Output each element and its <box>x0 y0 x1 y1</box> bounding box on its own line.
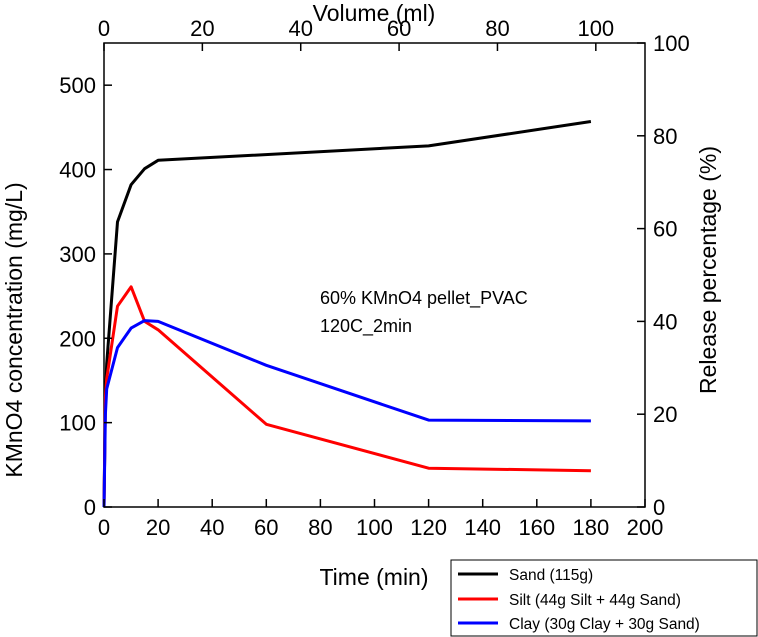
top-x-tick-label: 100 <box>577 16 614 41</box>
top-x-tick-label: 60 <box>387 16 411 41</box>
x-tick-label: 100 <box>356 515 393 540</box>
series-line-clay <box>102 319 591 508</box>
series-line-sand <box>102 120 592 508</box>
y-tick-label: 0 <box>84 495 96 520</box>
y-tick-label: 500 <box>59 73 96 98</box>
x-tick-label: 180 <box>573 515 610 540</box>
x-tick-label: 0 <box>98 515 110 540</box>
top-x-tick-label: 0 <box>98 16 110 41</box>
right-y-tick-label: 60 <box>653 217 677 242</box>
right-y-tick-label: 80 <box>653 124 677 149</box>
legend-label-silt: Silt (44g Silt + 44g Sand) <box>509 592 681 609</box>
top-x-tick-label: 40 <box>288 16 312 41</box>
annotation-line-1: 60% KMnO4 pellet_PVAC <box>320 288 528 309</box>
axes-layer: 0 20 40 60 80 100 120 140 160 180 2000100200300400… <box>59 16 689 540</box>
x-tick-label: 140 <box>464 515 501 540</box>
legend: Sand (115g) Silt (44g Silt + 44g Sand) C… <box>450 559 758 637</box>
x-axis-label: Time (min) <box>319 564 428 590</box>
right-y-tick-label: 100 <box>653 31 690 56</box>
x-tick-label: 160 <box>518 515 555 540</box>
legend-label-clay: Clay (30g Clay + 30g Sand) <box>509 616 700 633</box>
x-tick-label: 40 <box>200 515 224 540</box>
right-y-tick-label: 20 <box>653 402 677 427</box>
y-tick-label: 200 <box>59 326 96 351</box>
top-x-tick-label: 80 <box>485 16 509 41</box>
x-tick-label: 20 <box>146 515 170 540</box>
plot-area <box>103 42 646 508</box>
x-tick-label: 60 <box>254 515 278 540</box>
y-tick-label: 300 <box>59 242 96 267</box>
top-x-tick-label: 20 <box>190 16 214 41</box>
right-y-tick-label: 40 <box>653 309 677 334</box>
y-axis-label: KMnO4 concentration (mg/L) <box>1 182 27 477</box>
x-tick-label: 200 <box>627 515 664 540</box>
plot-frame <box>103 42 646 508</box>
legend-box <box>450 559 758 637</box>
top-x-axis-label: Volume (ml) <box>313 0 436 26</box>
y-tick-label: 400 <box>59 158 96 183</box>
x-tick-label: 80 <box>308 515 332 540</box>
right-y-axis-label: Release percentage (%) <box>695 146 721 394</box>
legend-label-sand: Sand (115g) <box>509 567 593 584</box>
y-tick-label: 100 <box>59 411 96 436</box>
annotation-line-2: 120C_2min <box>320 316 412 337</box>
series-layer <box>102 120 592 508</box>
right-y-tick-label: 0 <box>653 495 665 520</box>
x-tick-label: 120 <box>410 515 447 540</box>
